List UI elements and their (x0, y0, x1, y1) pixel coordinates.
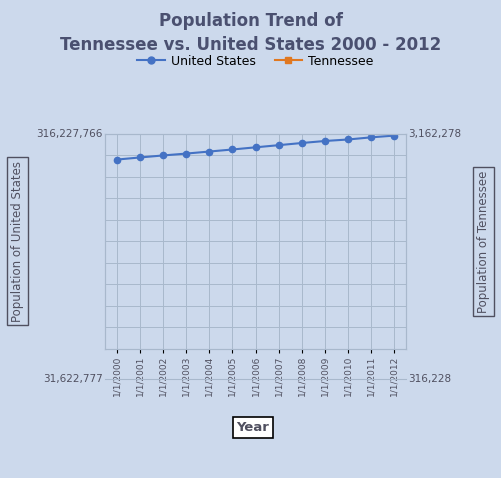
Text: Year: Year (236, 421, 270, 435)
Text: 3,162,278: 3,162,278 (408, 129, 461, 139)
Text: Population of Tennessee: Population of Tennessee (477, 170, 490, 313)
Text: 31,622,777: 31,622,777 (43, 374, 103, 383)
Text: 316,227,766: 316,227,766 (37, 129, 103, 139)
Text: 316,228: 316,228 (408, 374, 451, 383)
Text: Population of United States: Population of United States (11, 161, 24, 322)
Text: Population Trend of
Tennessee vs. United States 2000 - 2012: Population Trend of Tennessee vs. United… (60, 12, 441, 54)
Legend: United States, Tennessee: United States, Tennessee (132, 50, 379, 73)
